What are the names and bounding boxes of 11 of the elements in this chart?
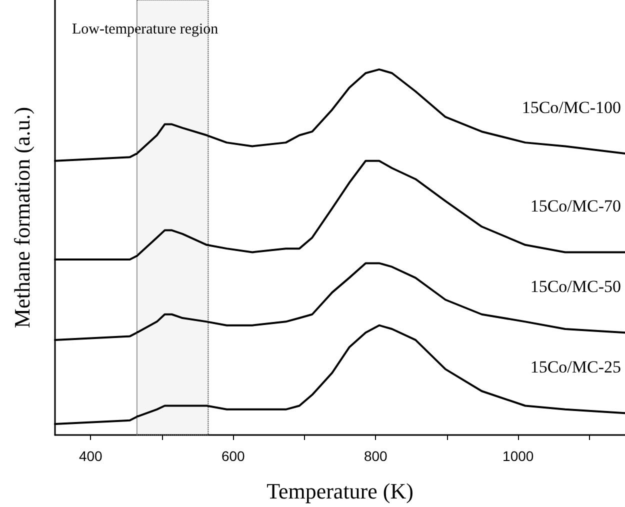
y-axis-title: Methane formation (a.u.): [10, 106, 34, 328]
x-tick-label: 600: [221, 448, 246, 464]
x-tick-label: 800: [364, 448, 388, 464]
x-axis-title: Temperature (K): [266, 478, 414, 504]
series-label: 15Co/MC-50: [530, 277, 621, 296]
text: Low-temperature region: [72, 22, 219, 38]
x-tick-label: 1000: [502, 448, 534, 464]
series-label: 15Co/MC-25: [530, 358, 621, 377]
series-label: 15Co/MC-100: [522, 98, 621, 118]
series-label: 15Co/MC-70: [530, 196, 621, 216]
x-tick-label: 400: [78, 448, 103, 464]
